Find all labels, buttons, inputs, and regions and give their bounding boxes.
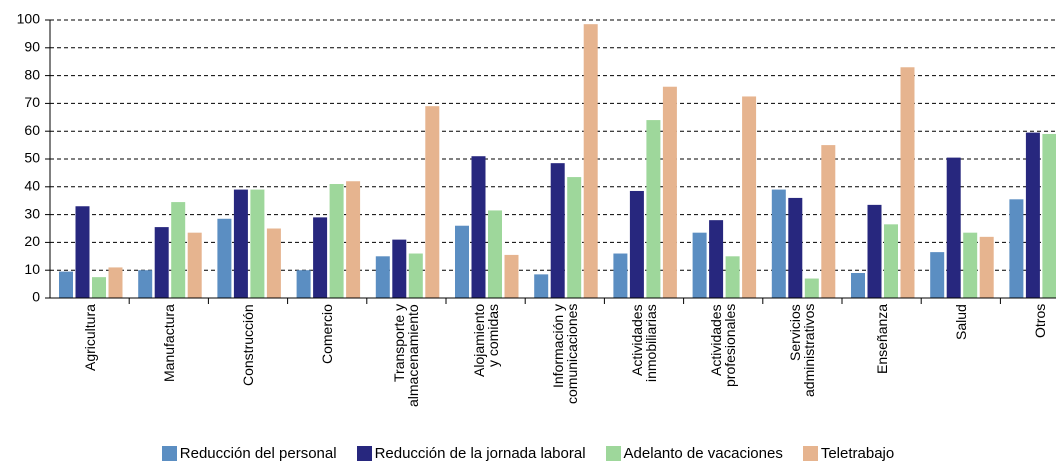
bar xyxy=(804,278,819,298)
bar xyxy=(375,256,390,298)
bar xyxy=(233,189,248,298)
bar xyxy=(392,239,407,298)
legend: Reducción del personal Reducción de la jo… xyxy=(0,445,1056,462)
x-tick-label: Manufactura xyxy=(160,304,177,382)
bar xyxy=(346,181,361,298)
legend-label: Teletrabajo xyxy=(820,445,895,462)
bar xyxy=(471,156,486,298)
bar xyxy=(92,277,106,298)
bar xyxy=(771,189,786,298)
bar xyxy=(425,106,440,299)
bar xyxy=(154,227,169,298)
y-tick-label: 90 xyxy=(24,39,40,55)
bar xyxy=(266,228,281,298)
y-tick-label: 40 xyxy=(24,178,40,194)
y-tick-label: 80 xyxy=(24,66,40,82)
y-tick-label: 50 xyxy=(24,150,40,166)
bar xyxy=(534,274,549,298)
bar xyxy=(725,256,740,298)
bar xyxy=(662,86,677,298)
y-tick-label: 60 xyxy=(24,122,40,138)
legend-swatch xyxy=(605,446,621,461)
bar xyxy=(171,202,186,298)
bar xyxy=(329,184,344,298)
bar xyxy=(867,204,882,298)
bar xyxy=(963,232,978,298)
y-tick-label: 100 xyxy=(17,11,41,27)
legend-item: Reducción de la jornada laboral xyxy=(356,445,586,462)
y-tick-label: 70 xyxy=(24,94,40,110)
bar xyxy=(742,96,757,298)
y-tick-label: 20 xyxy=(24,233,40,249)
bar xyxy=(946,157,961,298)
bar xyxy=(138,270,153,298)
bar xyxy=(567,177,582,298)
bar xyxy=(488,210,502,298)
bar xyxy=(75,206,90,298)
bar xyxy=(1009,199,1024,298)
bar xyxy=(821,145,836,298)
bar xyxy=(455,225,469,298)
bar xyxy=(646,120,661,298)
y-tick-label: 0 xyxy=(32,289,40,305)
x-tick-label: Información y comunicaciones xyxy=(549,304,580,405)
x-tick-label: Construcción xyxy=(240,304,256,386)
legend-swatch xyxy=(356,446,372,461)
x-tick-label: Comercio xyxy=(319,304,336,364)
x-tick-label: Salud xyxy=(952,304,969,340)
legend-swatch xyxy=(802,446,818,461)
bar xyxy=(930,252,945,298)
bar xyxy=(884,224,898,298)
legend-item: Reducción del personal xyxy=(161,445,337,462)
bar xyxy=(313,217,328,298)
bar xyxy=(851,272,865,298)
y-tick-label: 10 xyxy=(24,261,40,277)
y-tick-label: 30 xyxy=(24,205,40,221)
bar xyxy=(408,253,423,298)
bar xyxy=(900,67,915,298)
bar xyxy=(979,236,994,298)
x-tick-label: Actividades profesionales xyxy=(708,304,739,388)
bar xyxy=(250,189,265,298)
bar xyxy=(1025,132,1040,298)
bar xyxy=(296,270,311,298)
legend-label: Reducción del personal xyxy=(179,445,337,462)
bar xyxy=(217,218,232,298)
x-tick-label: Agricultura xyxy=(81,304,98,371)
bar xyxy=(504,254,519,298)
bar xyxy=(1042,133,1056,298)
legend-label: Adelanto de vacaciones xyxy=(623,445,783,462)
legend-item: Adelanto de vacaciones xyxy=(605,445,783,462)
x-tick-label: Otros xyxy=(1032,304,1048,339)
x-tick-label: Enseñanza xyxy=(873,304,890,375)
bar xyxy=(613,253,628,298)
bar xyxy=(550,163,565,298)
legend-item: Teletrabajo xyxy=(802,445,895,462)
x-tick-label: Actividades inmobiliarias xyxy=(629,304,659,382)
bar xyxy=(709,220,724,298)
bar xyxy=(583,24,598,298)
bar xyxy=(187,232,202,298)
bar xyxy=(629,190,644,298)
x-tick-label: Alojamiento y comidas xyxy=(470,304,501,378)
x-tick-label: Servicios administrativos xyxy=(787,304,818,398)
bar xyxy=(692,232,707,298)
bar xyxy=(59,271,73,298)
x-tick-label: Transporte y almacenamiento xyxy=(391,304,422,407)
legend-swatch xyxy=(161,446,177,461)
bar xyxy=(108,267,123,298)
legend-label: Reducción de la jornada laboral xyxy=(374,445,586,462)
bar xyxy=(788,197,803,298)
